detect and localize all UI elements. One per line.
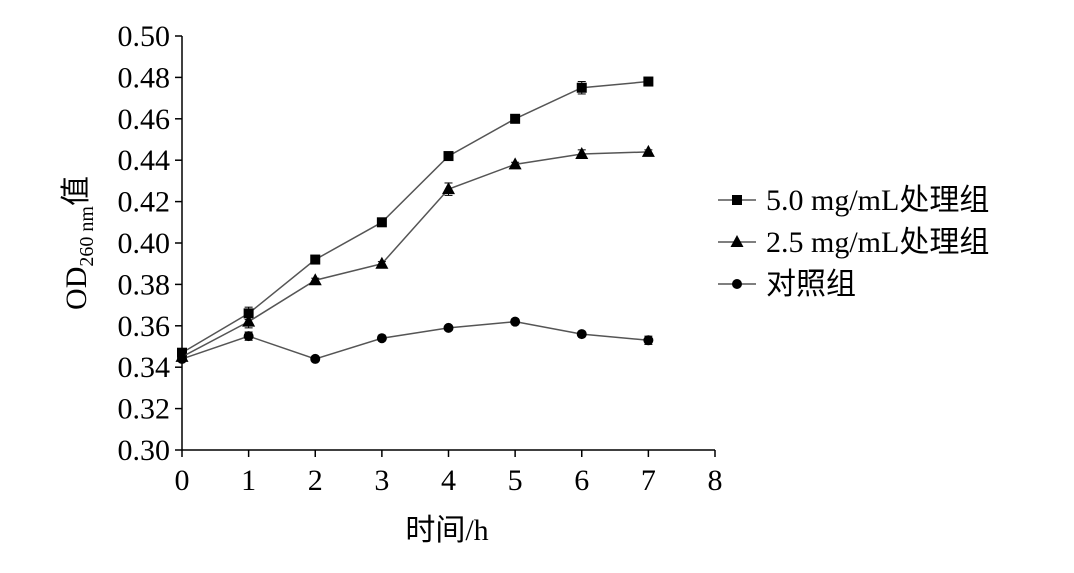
data-point-circle <box>310 353 321 364</box>
x-tick-label: 6 <box>574 464 589 497</box>
series-circle <box>177 316 654 364</box>
y-tick-label: 0.38 <box>118 268 171 301</box>
series-line <box>181 151 649 358</box>
data-point-square <box>376 217 387 228</box>
series-line <box>181 320 649 360</box>
x-tick-label: 3 <box>374 464 389 497</box>
legend-label: 对照组 <box>766 268 856 301</box>
y-axis-ticks: 0.30 0.32 0.34 0.36 0.38 0.40 0.42 0.44 0.46 0.48… <box>118 20 182 467</box>
x-axis-ticks: 0 1 2 3 4 5 6 7 8 <box>175 450 723 497</box>
legend-label: 5.0 mg/mL处理组 <box>766 184 989 217</box>
legend-marker-square <box>732 195 742 205</box>
y-axis-title-subscript: 260 nm <box>76 206 98 267</box>
data-point-triangle <box>308 273 322 286</box>
y-tick-label: 0.48 <box>118 61 171 94</box>
y-tick-label: 0.50 <box>118 20 171 53</box>
legend-label: 2.5 mg/mL处理组 <box>766 226 989 259</box>
data-point-triangle <box>508 157 522 170</box>
data-point-circle <box>243 331 254 342</box>
data-point-circle <box>510 316 521 327</box>
y-tick-label: 0.34 <box>118 351 171 384</box>
legend-item: 5.0 mg/mL处理组 <box>718 184 989 217</box>
data-point-square <box>243 308 254 319</box>
plot-area <box>175 76 655 364</box>
x-tick-label: 8 <box>708 464 723 497</box>
data-point-circle <box>643 335 654 346</box>
data-point-circle <box>376 333 387 344</box>
series-triangle <box>175 144 655 362</box>
x-tick-label: 7 <box>641 464 656 497</box>
data-point-triangle <box>442 182 455 195</box>
x-tick-label: 2 <box>308 464 323 497</box>
data-point-square <box>510 113 521 124</box>
data-point-square <box>576 82 587 93</box>
axes <box>181 36 715 451</box>
y-axis-title: OD260 nm值 <box>60 176 98 310</box>
x-tick-label: 1 <box>241 464 256 497</box>
data-point-triangle <box>575 146 589 159</box>
data-point-circle <box>443 322 454 333</box>
data-point-triangle <box>375 256 389 269</box>
data-point-triangle <box>641 144 655 157</box>
data-point-triangle <box>242 314 256 327</box>
y-axis-title-suffix: 值 <box>60 176 93 206</box>
data-point-square <box>443 151 454 162</box>
y-tick-label: 0.36 <box>118 310 171 343</box>
x-axis-title: 时间/h <box>405 514 488 547</box>
y-tick-label: 0.42 <box>118 186 171 219</box>
legend-marker-circle <box>732 279 742 289</box>
x-tick-label: 5 <box>508 464 523 497</box>
y-tick-label: 0.30 <box>118 434 171 467</box>
series-line <box>181 80 649 354</box>
y-tick-label: 0.32 <box>118 393 171 426</box>
y-tick-label: 0.40 <box>118 227 171 260</box>
x-tick-label: 0 <box>175 464 190 497</box>
y-tick-label: 0.44 <box>118 144 171 177</box>
data-point-square <box>643 76 654 87</box>
data-point-square <box>310 254 321 265</box>
y-axis-title-prefix: OD <box>60 267 93 310</box>
data-point-circle <box>177 353 187 364</box>
y-tick-label: 0.46 <box>118 103 171 136</box>
x-tick-label: 4 <box>441 464 456 497</box>
legend-item: 2.5 mg/mL处理组 <box>718 226 989 259</box>
data-point-circle <box>576 329 587 340</box>
legend-marker-triangle <box>730 235 744 247</box>
legend-item: 对照组 <box>718 268 856 301</box>
